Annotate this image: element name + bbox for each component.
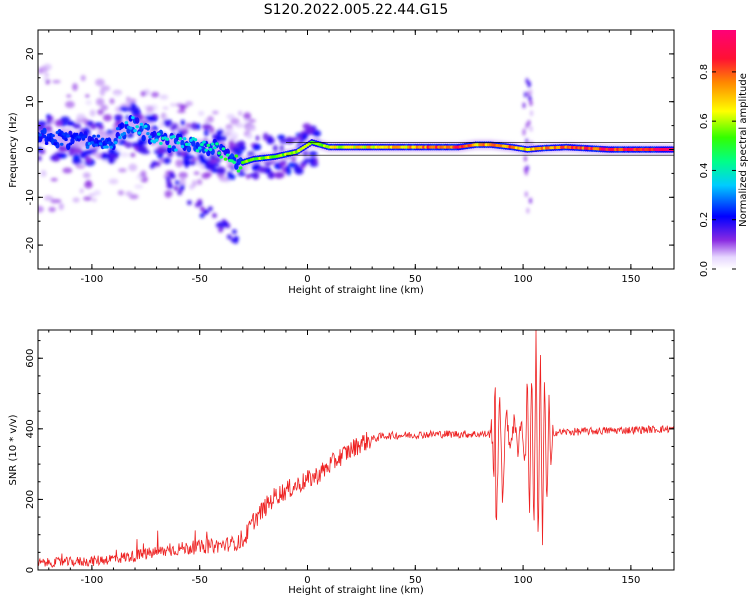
spectrogram-x-tick-label: -100 — [81, 274, 104, 285]
snr-y-tick-label: 400 — [25, 419, 36, 438]
snr-series-line — [38, 330, 674, 568]
spectrogram-y-tick-label: -10 — [25, 189, 36, 205]
spectrogram-x-tick-label: -50 — [192, 274, 208, 285]
spectrogram-x-label: Height of straight line (km) — [288, 285, 424, 296]
spectrogram-y-tick-label: 0 — [25, 146, 36, 152]
colorbar-label: Normalized spectral amplitude — [738, 73, 749, 227]
snr-y-tick-label: 0 — [25, 567, 36, 573]
snr-frame — [37, 329, 675, 571]
colorbar-tick-label: 0.6 — [699, 113, 710, 129]
spectrogram-y-tick-label: -20 — [25, 237, 36, 253]
snr-x-tick-label: 100 — [514, 575, 533, 586]
colorbar-tick-label: 0.0 — [699, 261, 710, 277]
spectrogram-y-tick-label: 10 — [25, 95, 36, 108]
chart-title: S120.2022.005.22.44.G15 — [264, 2, 449, 18]
snr-x-tick-label: 50 — [409, 575, 422, 586]
snr-x-tick-label: 150 — [621, 575, 640, 586]
snr-ticks: -100 -50 0 50 100 150 0 200 400 600 — [25, 330, 675, 586]
colorbar-ticks: 0.0 0.2 0.4 0.6 0.8 — [699, 64, 736, 277]
spectrogram-x-tick-label: 0 — [304, 274, 310, 285]
snr-y-tick-label: 600 — [25, 349, 36, 368]
colorbar-tick-label: 0.8 — [699, 64, 710, 80]
spectrogram-x-tick-label: 150 — [621, 274, 640, 285]
colorbar: 0.0 0.2 0.4 0.6 0.8 Normalized spectral ampl… — [699, 30, 749, 277]
spectrogram-ridge — [38, 115, 674, 173]
snr-x-tick-label: 0 — [304, 575, 310, 586]
colorbar-tick-label: 0.4 — [699, 162, 710, 178]
spectrogram-x-tick-label: 100 — [514, 274, 533, 285]
snr-x-tick-label: -50 — [192, 575, 208, 586]
snr-x-tick-label: -100 — [81, 575, 104, 586]
spectrogram-y-tick-label: 20 — [25, 48, 36, 61]
snr-y-tick-label: 200 — [25, 490, 36, 509]
snr-y-label: SNR (10 * v/v) — [8, 414, 19, 485]
spectrogram-y-label: Frequency (Hz) — [8, 112, 19, 188]
spectrogram-x-tick-label: 50 — [409, 274, 422, 285]
snr-panel: -100 -50 0 50 100 150 0 200 400 600 Height of str… — [8, 329, 675, 596]
snr-x-label: Height of straight line (km) — [288, 585, 424, 596]
colorbar-tick-label: 0.2 — [699, 212, 710, 228]
colorbar-gradient — [712, 30, 736, 269]
